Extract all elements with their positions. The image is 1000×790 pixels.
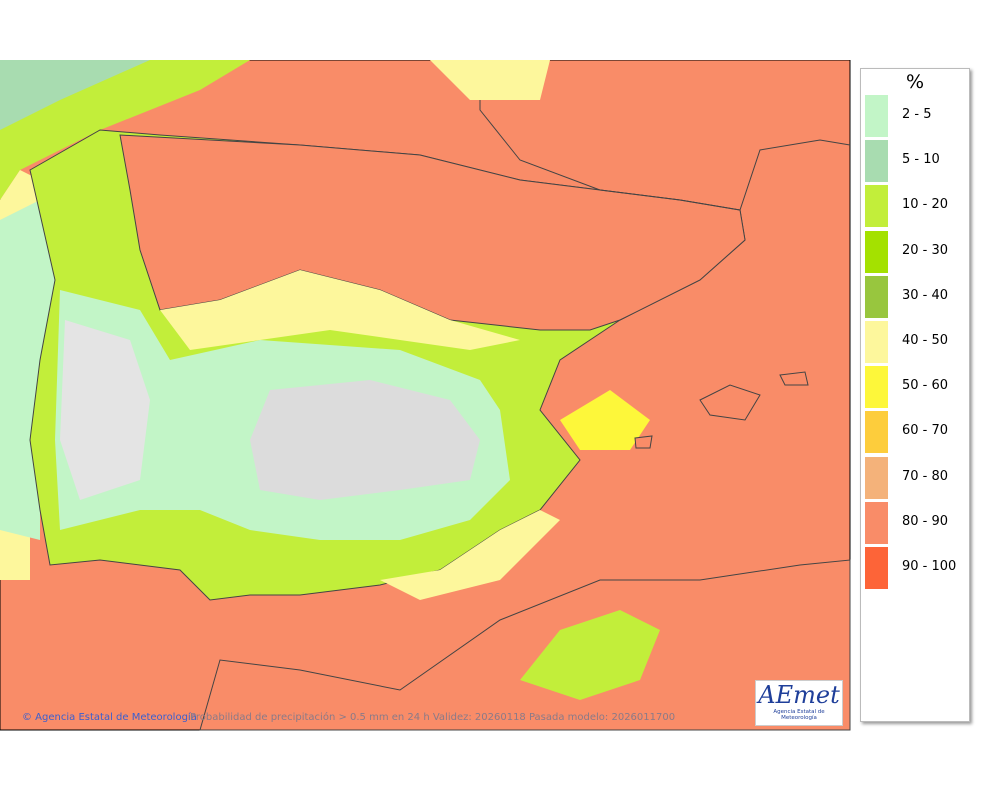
legend-label: 50 - 60 [902, 378, 949, 394]
legend-label: 5 - 10 [902, 152, 940, 168]
legend-entry: 70 - 80 [865, 456, 969, 499]
island [634, 435, 653, 449]
legend-label: 80 - 90 [902, 513, 949, 529]
legend-entry: 90 - 100 [865, 547, 969, 589]
legend-label: 20 - 30 [902, 242, 949, 258]
legend-entry: 60 - 70 [865, 411, 969, 454]
africa-land [199, 559, 851, 731]
zone [119, 134, 746, 331]
zone [60, 320, 150, 500]
legend-label: 10 - 20 [902, 197, 949, 213]
island [779, 371, 809, 386]
logo-subtitle: Agencia Estatal de Meteorología [773, 709, 825, 721]
zone [250, 380, 480, 500]
legend-label: 90 - 100 [902, 559, 957, 574]
logo: AEmet Agencia Estatal de Meteorología [755, 680, 843, 726]
legend-label: 40 - 50 [902, 333, 949, 348]
legend-label: 30 - 40 [902, 287, 949, 303]
island [699, 384, 761, 421]
zone [160, 270, 520, 350]
legend-label: 60 - 70 [902, 423, 949, 439]
zone [0, 200, 60, 540]
legend-entry: 40 - 50 [865, 321, 969, 363]
logo-name: AEmet [758, 681, 840, 709]
legend-swatch [865, 366, 888, 409]
legend-entry: 20 - 30 [865, 230, 969, 273]
zone [560, 390, 650, 450]
zone [0, 60, 150, 130]
legend-swatch [865, 321, 888, 363]
legend-swatch [865, 547, 888, 589]
legend-label: 70 - 80 [902, 468, 949, 484]
legend-entry: 2 - 5 [865, 95, 969, 137]
legend: % 2 - 5 5 - 10 10 - 20 20 - 30 30 - 40 40 - 5… [860, 68, 970, 722]
legend-swatch [865, 140, 888, 183]
legend-swatch [865, 95, 888, 137]
legend-swatch [865, 411, 888, 454]
legend-entry: 30 - 40 [865, 275, 969, 318]
map [0, 60, 851, 731]
legend-entry: 50 - 60 [865, 366, 969, 409]
legend-swatch [865, 501, 888, 544]
zone [520, 610, 660, 700]
legend-swatch [865, 185, 888, 228]
legend-entry: 5 - 10 [865, 140, 969, 183]
border [479, 60, 851, 211]
legend-swatch [865, 275, 888, 318]
legend-label: 2 - 5 [902, 107, 932, 122]
zone [380, 510, 560, 600]
legend-swatch [865, 456, 888, 499]
legend-entry: 10 - 20 [865, 185, 969, 228]
legend-entry: 80 - 90 [865, 501, 969, 544]
credit: © Agencia Estatal de Meteorología [22, 712, 197, 723]
legend-title: % [905, 71, 925, 93]
legend-swatch [865, 230, 888, 273]
caption: Probabilidad de precipitación > 0.5 mm e… [190, 712, 676, 723]
zone [430, 60, 550, 100]
